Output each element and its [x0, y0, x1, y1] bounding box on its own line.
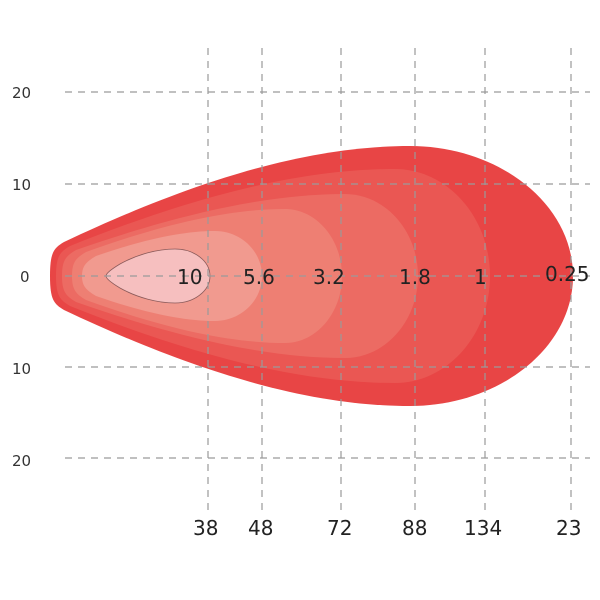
contour-label-5-6: 5.6	[243, 265, 275, 289]
contour-label-1: 1	[474, 265, 487, 289]
grid-lines	[65, 48, 590, 512]
y-axis-labels: 20 10 0 10 20	[12, 84, 31, 470]
contour-labels: 10 5.6 3.2 1.8 1 0.25	[177, 262, 590, 289]
distance-label-72: 72	[327, 516, 352, 540]
distance-label-23: 23	[556, 516, 581, 540]
contour-label-0-25: 0.25	[545, 262, 590, 286]
y-label-10-top: 10	[12, 176, 31, 194]
y-label-20-top: 20	[12, 84, 31, 102]
contour-label-10: 10	[177, 265, 202, 289]
beam-zones	[50, 146, 573, 406]
distance-label-48: 48	[248, 516, 273, 540]
distance-label-38: 38	[193, 516, 218, 540]
y-label-10-bottom: 10	[12, 360, 31, 378]
distance-label-88: 88	[402, 516, 427, 540]
distance-label-134: 134	[464, 516, 502, 540]
y-label-0: 0	[20, 268, 30, 286]
distance-labels: 38 48 72 88 134 23	[193, 516, 581, 540]
y-label-20-bottom: 20	[12, 452, 31, 470]
contour-label-1-8: 1.8	[399, 265, 431, 289]
contour-label-3-2: 3.2	[313, 265, 345, 289]
